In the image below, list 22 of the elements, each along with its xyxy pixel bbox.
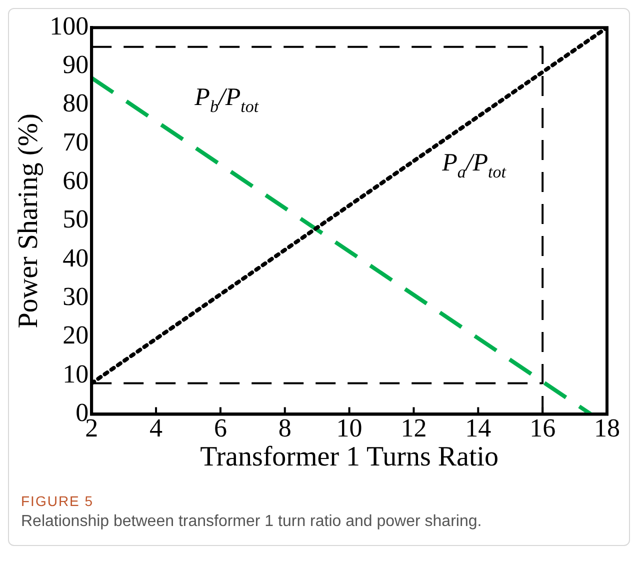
x-tick-label: 18	[594, 414, 620, 443]
y-tick-label: 60	[62, 166, 89, 196]
x-tick-label: 10	[336, 414, 362, 443]
x-tick-label: 8	[278, 414, 292, 443]
y-axis-title: Power Sharing (%)	[13, 114, 44, 328]
y-tick-label: 80	[62, 88, 89, 118]
y-tick-label: 40	[62, 243, 89, 272]
x-tick-label: 6	[214, 414, 227, 443]
y-tick-label: 100	[50, 11, 89, 40]
y-tick-label: 30	[62, 282, 89, 312]
x-tick-label: 14	[465, 414, 492, 443]
x-axis-title: Transformer 1 Turns Ratio	[200, 442, 499, 473]
y-tick-label: 70	[62, 127, 89, 156]
x-tick-label: 16	[530, 414, 556, 443]
caption: FIGURE 5	[21, 493, 95, 509]
y-tick-label: 50	[62, 204, 89, 234]
x-tick-label: 12	[400, 414, 427, 443]
text: Relationship between transformer 1 turn ratio and power sharing.	[21, 513, 483, 531]
y-tick-label: 20	[62, 320, 89, 350]
y-tick-label: 10	[62, 359, 89, 388]
y-tick-label: 90	[62, 50, 89, 80]
x-tick-label: 4	[150, 414, 163, 443]
